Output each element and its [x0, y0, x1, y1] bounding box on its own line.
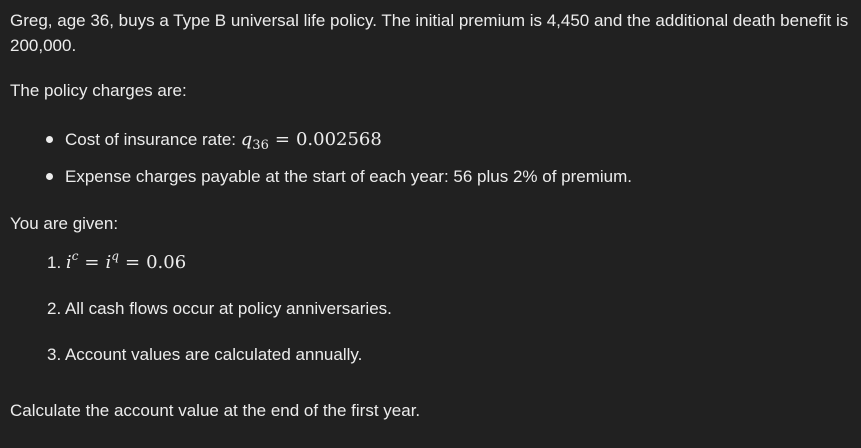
- coi-value: 0.002568: [295, 129, 382, 150]
- interest-value: 0.06: [146, 252, 187, 273]
- given-item-1-number: 1.: [47, 253, 62, 272]
- interest-c-superscript: c: [71, 249, 79, 263]
- bullet-icon: [46, 136, 53, 143]
- charge-coi-item: Cost of insurance rate: q36 = 0.002568: [10, 121, 850, 158]
- charge-expense-item: Expense charges payable at the start of …: [10, 158, 850, 195]
- given-list: 1. ic = iq = 0.06 2. All cash flows occur at…: [10, 246, 850, 384]
- coi-label: Cost of insurance rate:: [65, 130, 241, 149]
- coi-subscript: 36: [252, 138, 269, 153]
- question-paragraph: Calculate the account value at the end o…: [10, 401, 421, 420]
- given-item-1: 1. ic = iq = 0.06: [10, 246, 850, 292]
- interest-equals-1: =: [84, 252, 100, 273]
- interest-i-q: i: [105, 252, 112, 273]
- bullet-icon: [46, 173, 53, 180]
- given-item-2: 2. All cash flows occur at policy annive…: [47, 299, 392, 318]
- charges-heading: The policy charges are:: [10, 81, 187, 100]
- interest-i-c: i: [65, 252, 72, 273]
- expense-text: Expense charges payable at the start of …: [65, 167, 632, 186]
- intro-paragraph: Greg, age 36, buys a Type B universal li…: [10, 11, 849, 55]
- given-item-3: 3. Account values are calculated annuall…: [47, 345, 363, 364]
- interest-formula: ic = iq = 0.06: [65, 249, 187, 273]
- interest-equals-2: =: [124, 252, 141, 273]
- given-heading: You are given:: [10, 214, 119, 233]
- coi-formula: q36 = 0.002568: [240, 129, 382, 153]
- charges-list: Cost of insurance rate: q36 = 0.002568 Exp…: [10, 121, 850, 195]
- problem-document: Greg, age 36, buys a Type B universal li…: [10, 8, 850, 423]
- coi-equals: =: [274, 129, 290, 150]
- coi-symbol: q: [240, 129, 253, 150]
- interest-q-superscript: q: [111, 249, 119, 263]
